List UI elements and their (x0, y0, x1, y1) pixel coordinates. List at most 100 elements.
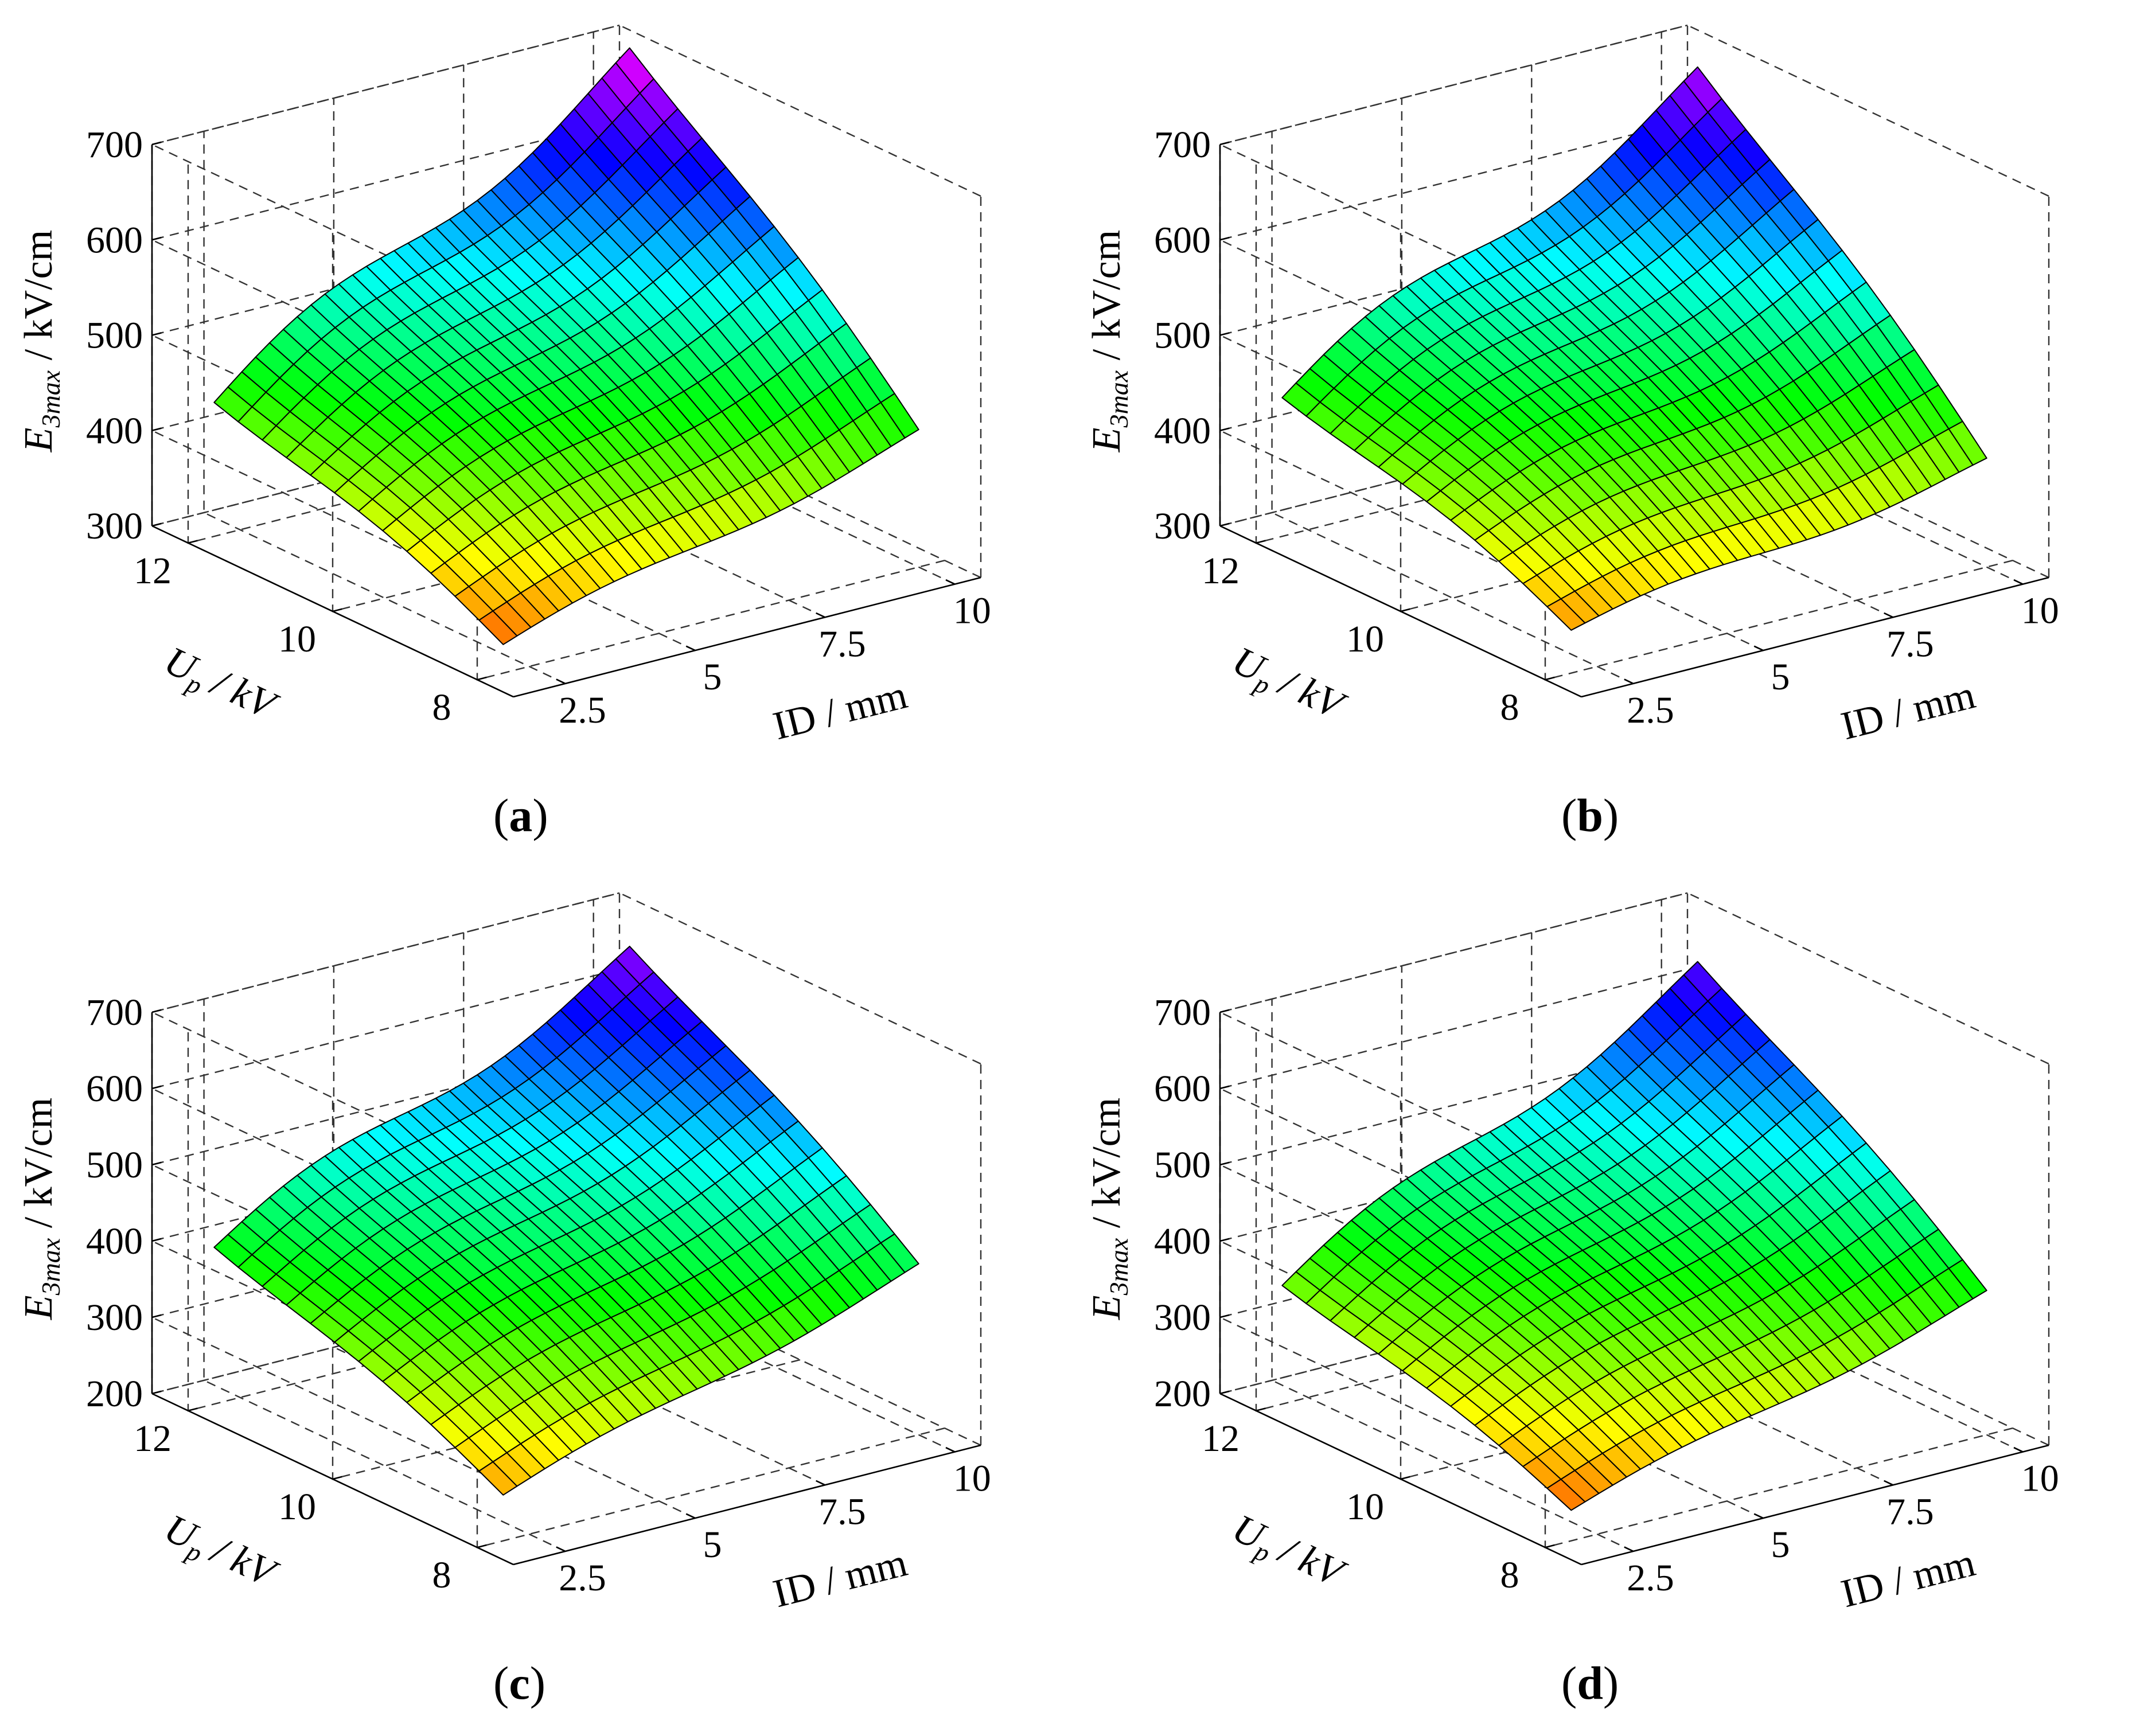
y-tick-label: 10 (278, 618, 316, 660)
z-tick (1219, 1314, 1230, 1318)
z-tick-label: 500 (86, 315, 143, 357)
z-tick-label: 600 (86, 219, 143, 261)
x-axis-label: ID / mm (769, 673, 911, 748)
y-tick (188, 1407, 198, 1412)
caption-letter: d (1577, 1657, 1603, 1709)
z-tick-label: 400 (86, 410, 143, 452)
surface-cell (1546, 598, 1586, 631)
z-tick (151, 427, 162, 432)
grid-line-id (1531, 65, 1893, 618)
z-label-sub: 3max (1104, 370, 1133, 428)
x-tick-label: 2.5 (1627, 689, 1674, 731)
z-tick (1219, 1390, 1230, 1395)
z-tick (151, 236, 162, 241)
grid-line-e (1218, 120, 1688, 412)
z-label-unit: / kV/cm (17, 1098, 61, 1238)
y-tick (477, 676, 487, 681)
y-tick (1256, 1407, 1266, 1412)
y-tick-label: 10 (1346, 618, 1384, 660)
z-tick-label: 300 (1154, 505, 1211, 547)
caption-open-paren: ( (493, 789, 509, 841)
z-tick (151, 1085, 162, 1090)
x-axis-label: ID / mm (769, 1540, 911, 1616)
x-tick-label: 7.5 (818, 1491, 866, 1532)
chart-panel-b: 2.5 5 7.5 10 8 10 12 300 400 500 600 700 ID / mm Up /… (1068, 0, 2136, 868)
surface (1281, 961, 1987, 1511)
caption-close-paren: ) (532, 789, 548, 841)
caption-letter: c (509, 1657, 530, 1709)
y-tick (1256, 540, 1266, 544)
x-tick (2013, 579, 2024, 585)
y-tick-label: 12 (134, 1418, 171, 1460)
grid-edge (619, 24, 981, 197)
grid-line-e (150, 892, 620, 1184)
y-tick-label: 10 (278, 1486, 316, 1528)
y-tick (1545, 1544, 1555, 1548)
z-label-unit: / kV/cm (1085, 230, 1129, 370)
caption-letter: a (509, 789, 533, 841)
z-tick-label: 700 (86, 992, 143, 1033)
x-tick (816, 1480, 825, 1486)
z-label-base: E (17, 427, 61, 452)
z-tick-label: 400 (86, 1220, 143, 1262)
z-tick-label: 600 (1154, 1068, 1211, 1110)
x-tick (556, 1546, 566, 1552)
x-tick-label: 7.5 (1886, 1491, 1934, 1532)
z-tick (151, 522, 162, 527)
z-label-sub: 3max (36, 1238, 65, 1296)
caption-close-paren: ) (1603, 1657, 1619, 1709)
z-label-unit: / kV/cm (1085, 1098, 1129, 1238)
y-axis-label: Up / kV (156, 1506, 285, 1601)
z-tick-label: 300 (86, 1297, 143, 1339)
grid-line-e (1218, 1044, 1688, 1337)
caption-letter: b (1577, 789, 1603, 841)
x-axis-line (513, 576, 981, 698)
z-tick-label: 300 (1154, 1297, 1211, 1339)
grid-line-e (1218, 968, 1688, 1261)
z-tick-label: 200 (1154, 1373, 1211, 1415)
z-tick (151, 1009, 162, 1013)
x-tick (816, 612, 825, 618)
z-label-base: E (1085, 1295, 1129, 1320)
x-tick-label: 5 (703, 1524, 722, 1566)
grid-line-id (203, 131, 566, 684)
x-axis-line (1581, 1444, 2049, 1566)
x-tick (685, 1513, 696, 1519)
x-tick (1884, 612, 1893, 618)
z-axis-label: E3max / kV/cm (1085, 230, 1133, 452)
chart-panel-d: 2.5 5 7.5 10 8 10 12 200 300 400 500 600 700 ID / mm U… (1068, 868, 2136, 1735)
y-tick (477, 1544, 487, 1548)
grid-edge (619, 892, 981, 1065)
y-axis-label: Up / kV (1224, 638, 1353, 733)
chart-panel-a: 2.5 5 7.5 10 8 10 12 300 400 500 600 700 ID / mm Up /… (0, 0, 1068, 868)
z-tick-label: 300 (86, 505, 143, 547)
z-tick (151, 1161, 162, 1166)
z-tick-label: 500 (1154, 1144, 1211, 1186)
x-tick-label: 10 (2021, 1458, 2059, 1500)
grid-line-id (1271, 131, 1634, 684)
z-tick (151, 332, 162, 336)
z-tick-label: 700 (1154, 992, 1211, 1033)
z-tick-label: 600 (1154, 219, 1211, 261)
z-label-unit: / kV/cm (17, 230, 61, 370)
y-label-unit: / kV (1264, 656, 1353, 729)
grid-line-id (463, 933, 825, 1486)
y-label-unit: / kV (196, 656, 285, 729)
z-tick (1219, 1161, 1230, 1166)
z-tick-label: 400 (1154, 1220, 1211, 1262)
surface (213, 47, 919, 645)
grid-line-id (203, 998, 566, 1552)
grid-edge (1687, 892, 2049, 1065)
z-axis-label: E3max / kV/cm (1085, 1098, 1133, 1320)
x-tick-label: 10 (953, 590, 991, 632)
z-tick (1219, 522, 1230, 527)
x-tick-label: 10 (2021, 590, 2059, 632)
z-label-sub: 3max (1104, 1238, 1133, 1296)
z-tick (1219, 236, 1230, 241)
x-tick (1884, 1480, 1893, 1486)
